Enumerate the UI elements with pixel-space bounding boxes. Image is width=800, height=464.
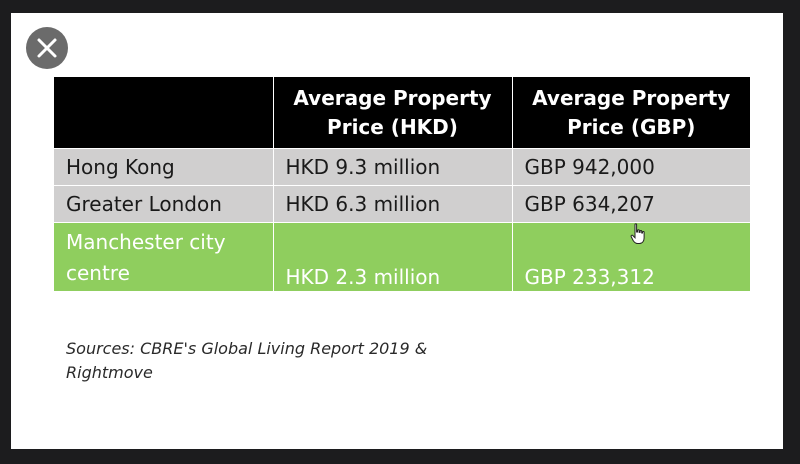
sources-line: Rightmove	[66, 363, 153, 382]
hkd-price-cell: HKD 9.3 million	[272, 148, 512, 186]
sources-line: Sources: CBRE's Global Living Report 201…	[66, 339, 428, 358]
gbp-price-cell: GBP 942,000	[511, 148, 750, 186]
location-cell: Greater London	[54, 185, 273, 223]
header-cell-gbp: Average Property Price (GBP)	[511, 77, 750, 149]
close-icon	[37, 38, 57, 58]
header-cell-hkd: Average Property Price (HKD)	[272, 77, 512, 149]
property-price-table: Average Property Price (HKD) Average Pro…	[54, 77, 750, 291]
hkd-price-cell: HKD 6.3 million	[272, 185, 512, 223]
image-viewer: Average Property Price (HKD) Average Pro…	[11, 13, 783, 449]
gbp-price-cell: GBP 233,312	[511, 222, 750, 291]
table-row: Greater London HKD 6.3 million GBP 634,2…	[54, 185, 750, 223]
location-cell: Hong Kong	[54, 148, 273, 186]
table-header-row: Average Property Price (HKD) Average Pro…	[54, 77, 750, 149]
hand-pointer-icon	[630, 223, 645, 244]
header-cell-empty	[54, 77, 273, 149]
table-row: Hong Kong HKD 9.3 million GBP 942,000	[54, 148, 750, 186]
gbp-price-cell: GBP 634,207	[511, 185, 750, 223]
hkd-price-cell: HKD 2.3 million	[272, 222, 512, 291]
table-row-highlighted: Manchester city centre HKD 2.3 million G…	[54, 222, 750, 291]
close-button[interactable]	[26, 27, 68, 69]
location-cell: Manchester city centre	[54, 222, 273, 291]
sources-note: Sources: CBRE's Global Living Report 201…	[66, 337, 466, 385]
